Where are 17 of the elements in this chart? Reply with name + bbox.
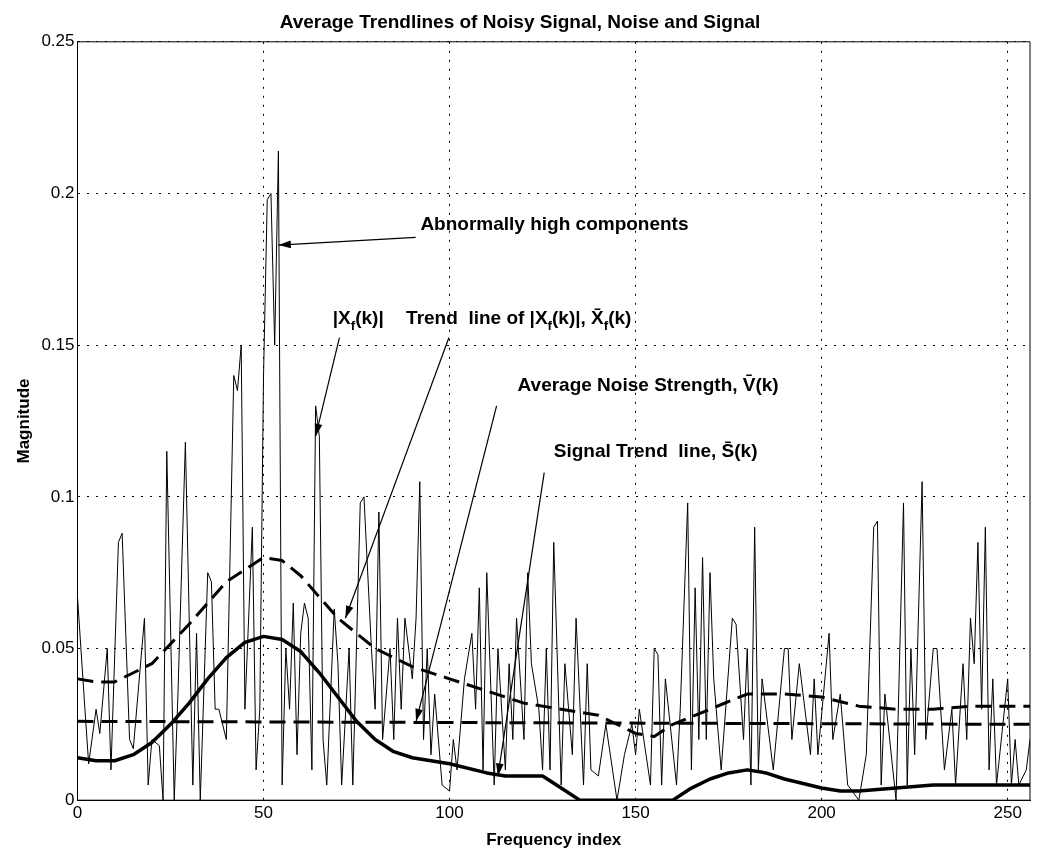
y-tick-label: 0 [65,789,75,809]
y-tick-label: 0.2 [50,183,75,203]
annotation: Average Noise Strength, V̄(k) [517,373,779,395]
x-tick-label: 100 [435,803,464,823]
y-axis-title: Magnitude [13,378,33,464]
x-tick-label: 200 [807,803,836,823]
y-tick-label: 0.1 [50,486,75,506]
x-tick-label: 150 [621,803,650,823]
annotation: Signal Trend line, S̄(k) [553,440,758,462]
x-tick-label: 250 [993,803,1022,823]
chart-title: Average Trendlines of Noisy Signal, Noise and Signal [279,10,761,32]
x-axis-title: Frequency index [486,830,622,850]
y-tick-label: 0.05 [41,638,75,658]
y-tick-label: 0.15 [41,334,75,354]
x-tick-label: 50 [254,803,273,823]
annotation: Abnormally high components [420,212,689,234]
y-tick-label: 0.25 [41,31,75,51]
